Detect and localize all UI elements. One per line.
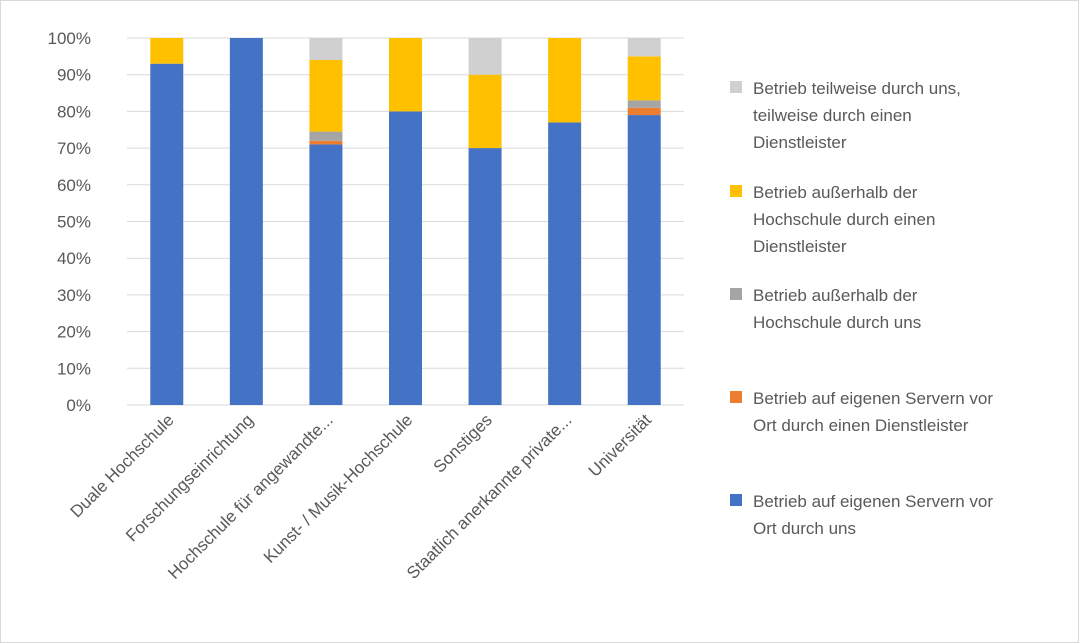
bar-segment [627,115,661,405]
bar-segment [548,122,582,405]
bar-segment [389,111,422,406]
bar-segment [627,100,661,108]
legend-label-line: Ort durch uns [753,519,856,538]
legend-label-line: Dienstleister [753,133,847,152]
bar-segment [468,148,502,405]
legend-label-line: Ort durch einen Dienstleister [753,416,969,435]
bar-segment [309,60,343,132]
legend-label: Betrieb teilweise durch uns, teilweise du… [753,79,961,152]
bar-segment [309,140,343,145]
x-tick-label: Forschungseinrichtung [122,410,257,545]
bar-segment [389,38,422,112]
legend-label-line: Dienstleister [753,237,847,256]
legend-item: Betrieb außerhalb der Hochschule durch ei… [730,183,935,256]
y-tick-label: 100% [48,29,91,48]
bar-segment [309,38,343,61]
legend-item: Betrieb auf eigenen Servern vor Ort durch… [730,389,993,435]
legend-label: Betrieb auf eigenen Servern vor Ort durch… [753,492,993,538]
legend-label-line: Betrieb außerhalb der [753,286,918,305]
bar-segment [309,131,343,141]
y-tick-label: 80% [57,102,91,121]
legend-label-line: Betrieb auf eigenen Servern vor [753,389,993,408]
y-tick-label: 10% [57,359,91,378]
legend-label-line: Betrieb teilweise durch uns, [753,79,961,98]
legend-item: Betrieb außerhalb der Hochschule durch un… [730,286,921,332]
legend-swatch [730,81,742,93]
y-tick-label: 60% [57,176,91,195]
legend-label-line: Betrieb außerhalb der [753,183,918,202]
y-tick-label: 50% [57,213,91,232]
legend-label: Betrieb außerhalb der Hochschule durch un… [753,286,921,332]
legend-item: Betrieb teilweise durch uns, teilweise du… [730,79,961,152]
bar-segment [229,38,263,405]
y-tick-label: 0% [66,396,91,415]
y-tick-label: 70% [57,139,91,158]
bar-segment [150,63,184,405]
y-tick-label: 40% [57,249,91,268]
bar-segment [309,144,343,405]
legend-label: Betrieb außerhalb der Hochschule durch ei… [753,183,935,256]
bar-segment [468,74,502,149]
x-tick-label: Kunst- / Musik-Hochschule [260,410,416,566]
legend-swatch [730,288,742,300]
legend-label-line: Betrieb auf eigenen Servern vor [753,492,993,511]
legend-item: Betrieb auf eigenen Servern vor Ort durch… [730,492,993,538]
legend-swatch [730,494,742,506]
y-tick-label: 90% [57,66,91,85]
x-axis-tick-labels: Duale HochschuleForschungseinrichtungHoc… [67,410,656,583]
legend-label: Betrieb auf eigenen Servern vor Ort durch… [753,389,993,435]
x-tick-label: Hochschule für angewandte... [164,410,336,582]
bar-segment [468,38,502,75]
x-tick-label: Sonstiges [430,410,496,476]
bar-segment [627,107,661,116]
bars [150,38,661,406]
x-tick-label: Staatlich anerkannte private... [403,410,575,582]
legend-swatch [730,185,742,197]
bar-segment [150,38,184,64]
y-tick-label: 20% [57,323,91,342]
x-tick-label: Universität [585,410,655,480]
bar-segment [627,56,661,101]
legend-swatch [730,391,742,403]
bar-segment [548,38,582,123]
legend-label-line: teilweise durch einen [753,106,912,125]
y-axis-tick-labels: 0% 10% 20% 30% 40% 50% 60% 70% 80% 90% 100% [48,29,91,415]
y-tick-label: 30% [57,286,91,305]
legend-label-line: Hochschule durch einen [753,210,935,229]
legend: Betrieb teilweise durch uns, teilweise du… [730,79,993,538]
legend-label-line: Hochschule durch uns [753,313,921,332]
bar-segment [627,38,661,57]
